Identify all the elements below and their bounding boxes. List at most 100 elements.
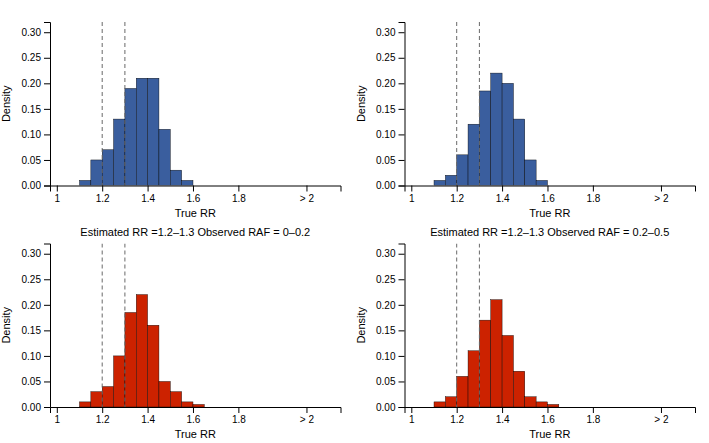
y-tick-mark bbox=[399, 134, 405, 135]
bar bbox=[457, 155, 468, 186]
x-tick: 1 bbox=[55, 186, 61, 204]
bar bbox=[525, 397, 536, 407]
y-tick-label: 0.25 bbox=[22, 274, 42, 285]
x-tick: 1 bbox=[409, 186, 415, 204]
y-tick-mark bbox=[399, 407, 405, 408]
x-tick-mark bbox=[502, 186, 503, 192]
y-tick: 0.20 bbox=[376, 300, 404, 311]
bar bbox=[125, 312, 136, 407]
bar bbox=[547, 185, 558, 186]
bar bbox=[491, 300, 502, 407]
reference-line bbox=[124, 22, 125, 186]
x-axis-line bbox=[405, 408, 696, 414]
y-tick-mark bbox=[399, 279, 405, 280]
y-tick: 0.25 bbox=[376, 52, 404, 63]
x-tick-label: 1.6 bbox=[541, 193, 555, 204]
plot-area bbox=[80, 244, 205, 408]
x-tick-mark bbox=[193, 186, 194, 192]
x-tick: > 2 bbox=[654, 407, 669, 425]
chart-title: Estimated RR =1.2–1.3 Observed RAF = 0–0… bbox=[80, 226, 310, 238]
y-tick: 0.25 bbox=[376, 274, 404, 285]
bar bbox=[479, 320, 490, 407]
y-tick-mark bbox=[399, 109, 405, 110]
x-tick-label: 1.2 bbox=[96, 414, 110, 425]
y-tick-mark bbox=[399, 305, 405, 306]
bar bbox=[170, 392, 181, 407]
x-tick-label: 1.6 bbox=[187, 414, 201, 425]
bar bbox=[434, 180, 445, 185]
x-tick-mark bbox=[57, 407, 58, 413]
y-tick-mark bbox=[399, 32, 405, 33]
x-tick-label: 1 bbox=[55, 414, 61, 425]
x-tick: 1.4 bbox=[496, 186, 510, 204]
y-tick-label: 0.25 bbox=[376, 274, 396, 285]
x-tick-label: 1 bbox=[409, 414, 415, 425]
x-tick: 1 bbox=[55, 407, 61, 425]
x-axis-line bbox=[51, 186, 342, 192]
bar bbox=[468, 124, 479, 185]
y-tick-label: 0.05 bbox=[22, 155, 42, 166]
x-tick-mark bbox=[306, 186, 307, 192]
y-tick-mark bbox=[399, 186, 405, 187]
y-axis: 0.000.050.100.150.200.250.30 bbox=[376, 23, 405, 192]
y-tick: 0.10 bbox=[22, 129, 50, 140]
y-tick-label: 0.30 bbox=[22, 27, 42, 38]
y-tick-label: 0.00 bbox=[376, 402, 396, 413]
y-tick-label: 0.10 bbox=[376, 129, 396, 140]
chart-title: Estimated RR =1.2–1.3 Observed RAF = 0.2… bbox=[430, 226, 669, 238]
reference-line bbox=[102, 22, 103, 186]
x-axis-line bbox=[405, 186, 696, 192]
bar bbox=[102, 387, 113, 407]
y-tick-mark bbox=[44, 83, 50, 84]
y-tick: 0.05 bbox=[22, 376, 50, 387]
bar bbox=[536, 180, 547, 185]
bar bbox=[547, 404, 558, 407]
y-axis: 0.000.050.100.150.200.250.30 bbox=[22, 244, 51, 413]
y-tick: 0.00 bbox=[22, 402, 50, 413]
x-tick-mark bbox=[148, 407, 149, 413]
bar bbox=[136, 295, 147, 407]
bar bbox=[136, 78, 147, 185]
y-axis: 0.000.050.100.150.200.250.30 bbox=[376, 244, 405, 413]
bar bbox=[457, 376, 468, 407]
panel: 11.21.41.61.8> 20.000.050.100.150.200.25… bbox=[355, 22, 696, 219]
x-tick-label: 1.4 bbox=[496, 414, 510, 425]
y-tick: 0.05 bbox=[376, 155, 404, 166]
y-axis-title: Density bbox=[0, 306, 12, 343]
y-tick-mark bbox=[44, 356, 50, 357]
reference-line bbox=[456, 244, 457, 408]
panel: 11.21.41.61.8> 20.000.050.100.150.200.25… bbox=[0, 226, 341, 441]
y-tick-label: 0.10 bbox=[22, 351, 42, 362]
y-tick-mark bbox=[44, 58, 50, 59]
y-tick-label: 0.00 bbox=[22, 402, 42, 413]
y-tick-mark bbox=[44, 109, 50, 110]
x-axis-title: True RR bbox=[175, 428, 216, 440]
x-tick: 1.6 bbox=[541, 407, 555, 425]
y-tick: 0.25 bbox=[22, 52, 50, 63]
x-tick-mark bbox=[193, 407, 194, 413]
y-tick-label: 0.20 bbox=[376, 78, 396, 89]
bar bbox=[193, 185, 204, 186]
x-tick-label: 1.8 bbox=[586, 193, 600, 204]
bar bbox=[182, 402, 193, 407]
x-tick: 1.8 bbox=[232, 186, 246, 204]
x-tick: > 2 bbox=[300, 407, 315, 425]
x-tick: 1.2 bbox=[450, 186, 464, 204]
bar bbox=[445, 397, 456, 407]
y-tick-label: 0.30 bbox=[22, 248, 42, 259]
bar bbox=[502, 83, 513, 185]
reference-line bbox=[102, 244, 103, 408]
y-tick-mark bbox=[44, 160, 50, 161]
y-tick: 0.05 bbox=[376, 376, 404, 387]
y-tick-label: 0.05 bbox=[376, 155, 396, 166]
y-tick: 0.10 bbox=[376, 129, 404, 140]
y-tick: 0.10 bbox=[376, 351, 404, 362]
x-tick-mark bbox=[411, 186, 412, 192]
x-axis-title: True RR bbox=[175, 207, 216, 219]
panel: 11.21.41.61.8> 20.000.050.100.150.200.25… bbox=[355, 226, 696, 441]
bar bbox=[148, 325, 159, 407]
reference-line bbox=[479, 244, 480, 408]
x-tick-label: 1.6 bbox=[541, 414, 555, 425]
y-tick-mark bbox=[44, 186, 50, 187]
x-tick-mark bbox=[457, 407, 458, 413]
